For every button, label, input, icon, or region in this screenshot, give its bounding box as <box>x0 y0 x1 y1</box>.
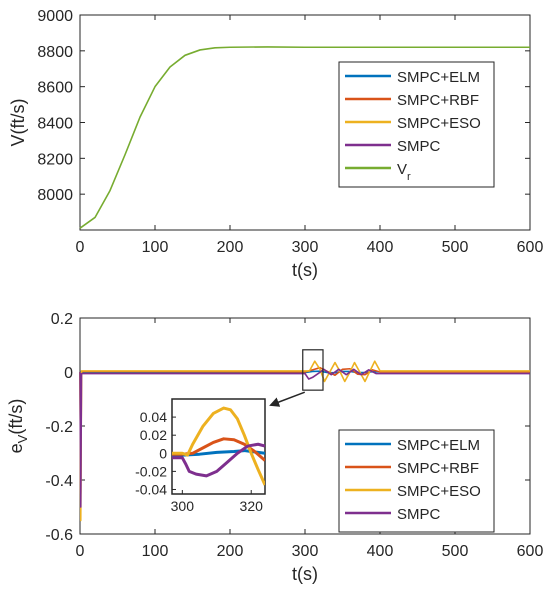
top-legend-label: SMPC+RBF <box>397 92 479 109</box>
bottom-y-tick-label: -0.6 <box>45 527 73 544</box>
top-legend-box <box>338 61 495 188</box>
inset-series-group <box>172 406 265 486</box>
bottom-legend-label: SMPC <box>397 506 441 523</box>
zoom-arrow <box>269 391 306 407</box>
bottom-x-tick-label: 600 <box>517 543 544 560</box>
top-x-tick-label: 200 <box>217 239 244 256</box>
bottom-series-line <box>79 366 530 495</box>
inset-x-tick-label: 320 <box>240 498 264 514</box>
bottom-y-tick-label: -0.4 <box>45 473 73 490</box>
bottom-y-tick-label: -0.2 <box>45 419 73 436</box>
bottom-x-tick-label: 500 <box>442 543 469 560</box>
zoom-region-marker <box>302 349 324 391</box>
bottom-y-tick-label: 0.2 <box>51 311 73 328</box>
inset-y-tick-label: -0.02 <box>135 463 167 479</box>
bottom-series-line <box>79 368 530 508</box>
top-x-axis-label: t(s) <box>292 260 318 280</box>
top-x-tick-label: 100 <box>142 239 169 256</box>
bottom-x-tick-label: 0 <box>76 543 85 560</box>
inset-x-tick-label: 300 <box>171 498 195 514</box>
top-legend-label: SMPC+ESO <box>397 115 481 132</box>
top-x-tick-label: 400 <box>367 239 394 256</box>
bottom-legend-box <box>338 429 495 533</box>
top-x-tick-label: 600 <box>517 239 544 256</box>
top-y-tick-label: 9000 <box>37 8 73 25</box>
bottom-y-axis-label: eV(ft/s) <box>6 399 30 454</box>
top-y-tick-label: 8400 <box>37 116 73 133</box>
top-x-tick-label: 300 <box>292 239 319 256</box>
inset-y-tick-label: 0.02 <box>140 427 167 443</box>
inset-y-tick-label: -0.04 <box>135 481 167 497</box>
bottom-legend-label: SMPC+ESO <box>397 483 481 500</box>
top-x-tick-label: 0 <box>76 239 85 256</box>
bottom-legend-label: SMPC+ELM <box>397 437 480 454</box>
top-x-tick-label: 500 <box>442 239 469 256</box>
bottom-x-tick-label: 200 <box>217 543 244 560</box>
top-series-vr-line <box>79 46 530 229</box>
inset-series-line <box>172 442 265 478</box>
bottom-x-tick-label: 400 <box>367 543 394 560</box>
top-legend-label: SMPC+ELM <box>397 69 480 86</box>
bottom-y-tick-label: 0 <box>64 365 73 382</box>
bottom-x-axis-label: t(s) <box>292 564 318 584</box>
bottom-legend-label: SMPC+RBF <box>397 460 479 477</box>
inset-y-tick-label: 0 <box>159 445 167 461</box>
bottom-x-tick-label: 300 <box>292 543 319 560</box>
top-y-tick-label: 8800 <box>37 44 73 61</box>
bottom-x-tick-label: 100 <box>142 543 169 560</box>
top-y-axis-label: V(ft/s) <box>8 99 28 147</box>
inset-series-line <box>172 406 265 486</box>
top-y-tick-label: 8200 <box>37 151 73 168</box>
inset-y-tick-label: 0.04 <box>140 409 167 425</box>
top-y-tick-label: 8600 <box>37 80 73 97</box>
top-y-tick-label: 8000 <box>37 187 73 204</box>
top-legend-label: Vr <box>397 161 411 183</box>
top-legend-label: SMPC <box>397 138 441 155</box>
